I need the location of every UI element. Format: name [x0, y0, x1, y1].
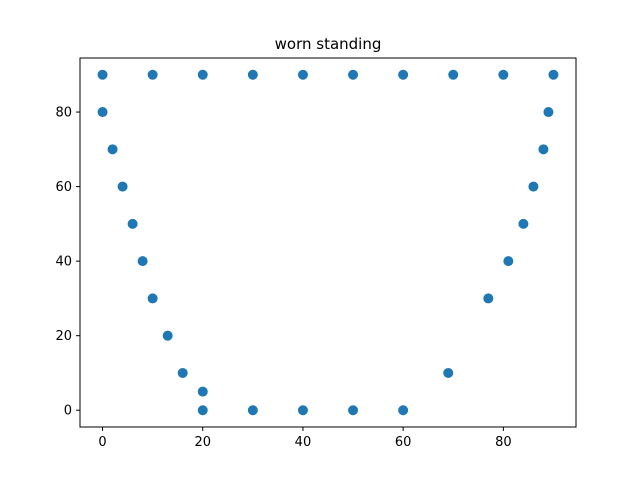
data-point	[528, 181, 539, 192]
y-tick-label: 80	[55, 106, 72, 121]
y-tick-label: 60	[55, 180, 72, 195]
data-point	[398, 69, 409, 80]
data-point	[127, 218, 138, 229]
data-point	[538, 144, 549, 155]
data-point	[97, 107, 108, 118]
data-point	[117, 181, 128, 192]
x-tick-label: 40	[295, 435, 312, 450]
y-tick-label: 20	[55, 329, 72, 344]
data-point	[398, 405, 409, 416]
data-point	[548, 69, 559, 80]
plot-frame	[79, 57, 577, 428]
data-point	[348, 69, 359, 80]
chart-title: worn standing	[275, 35, 382, 53]
data-point	[518, 218, 529, 229]
x-tick-label: 20	[194, 435, 211, 450]
points-layer	[97, 69, 559, 416]
data-point	[147, 293, 158, 304]
data-point	[147, 69, 158, 80]
x-axis: 0 20 40 60 80	[98, 427, 512, 450]
data-point	[483, 293, 494, 304]
data-point	[247, 69, 258, 80]
data-point	[498, 69, 509, 80]
data-point	[348, 405, 359, 416]
x-tick-label: 0	[98, 435, 106, 450]
data-point	[197, 386, 208, 397]
data-point	[448, 69, 459, 80]
y-tick-label: 0	[64, 404, 72, 419]
data-point	[137, 256, 148, 267]
data-point	[503, 256, 514, 267]
x-tick-label: 80	[495, 435, 512, 450]
data-point	[197, 405, 208, 416]
data-point	[247, 405, 258, 416]
data-point	[443, 367, 454, 378]
x-tick-label: 60	[395, 435, 412, 450]
data-point	[107, 144, 118, 155]
data-point	[177, 367, 188, 378]
y-tick-label: 40	[55, 255, 72, 270]
data-point	[543, 107, 554, 118]
y-axis: 0 20 40 60 80	[55, 106, 80, 419]
data-point	[297, 405, 308, 416]
data-point	[97, 69, 108, 80]
data-point	[162, 330, 173, 341]
data-point	[197, 69, 208, 80]
data-point	[297, 69, 308, 80]
